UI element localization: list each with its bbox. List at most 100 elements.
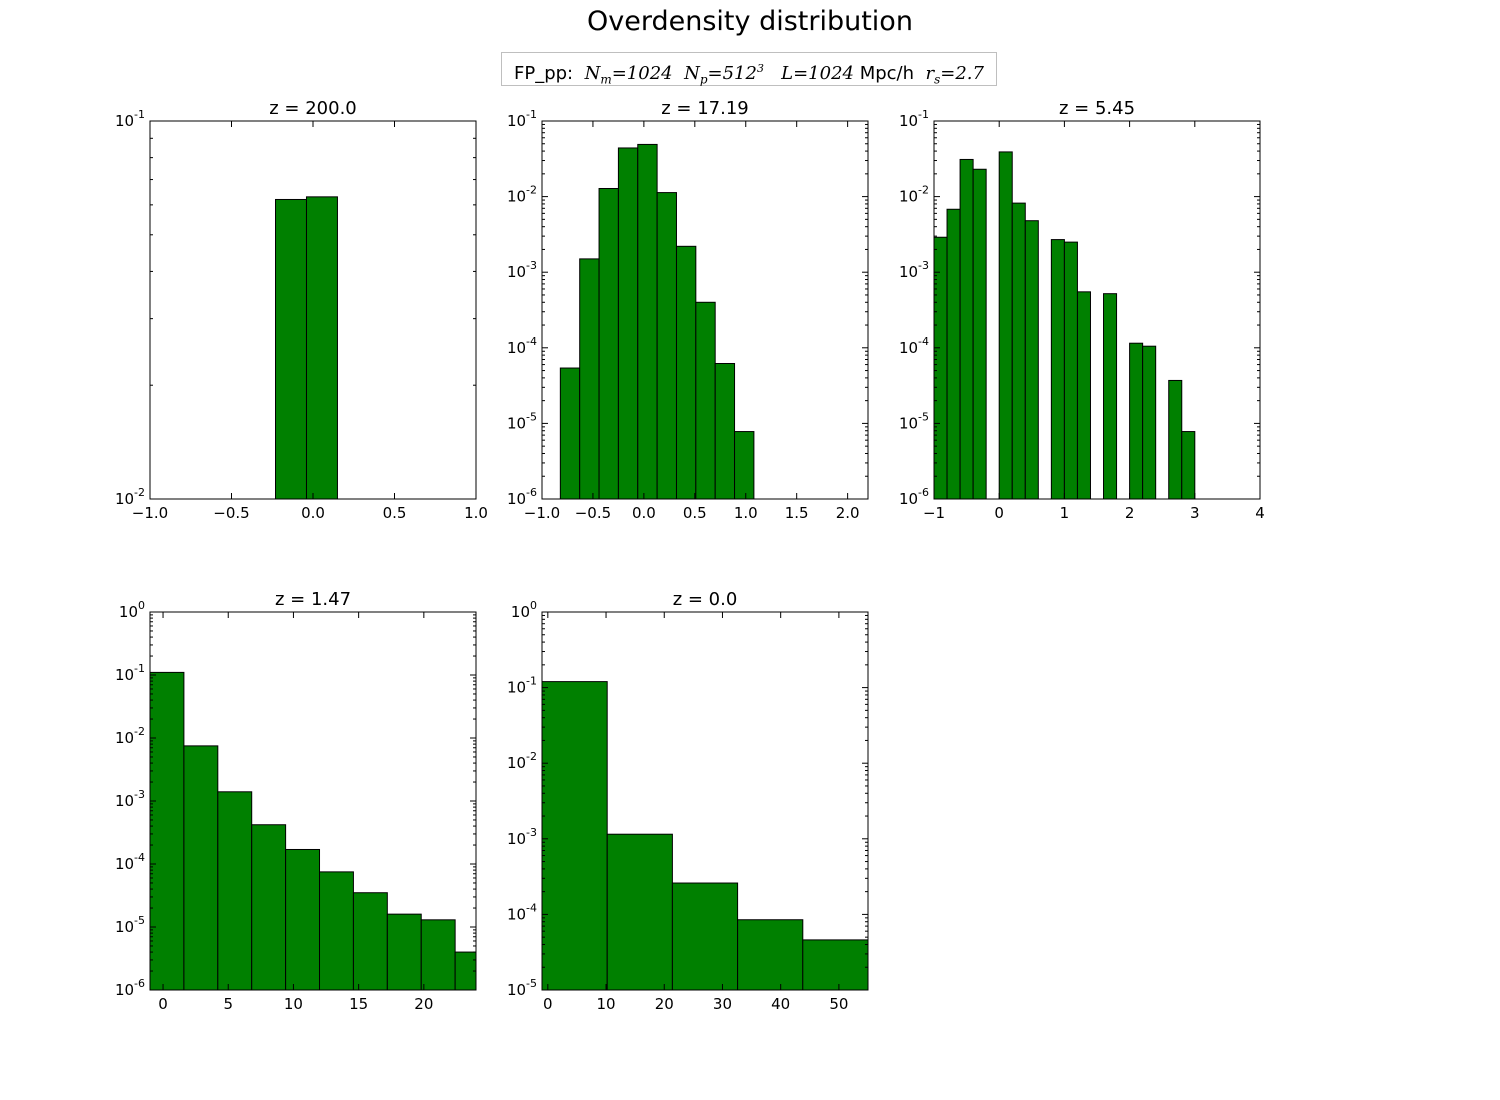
x-tick-label: −1.0 [132,504,168,522]
y-tick-label: 10-5 [507,410,537,432]
histogram-bar [285,848,321,990]
histogram-bar [217,791,253,990]
y-tick-base: 10 [899,188,918,206]
y-tick-label: 100 [119,599,145,621]
x-tick-label: 0.5 [383,504,407,522]
y-tick-base: 10 [115,792,134,810]
y-tick-label: 10-1 [899,108,929,130]
x-tick-label: 2.0 [836,504,860,522]
histogram-bar [737,919,804,990]
panel-title: z = 0.0 [673,589,738,610]
x-tick-label: 50 [829,995,848,1013]
y-tick-label: 10-5 [507,977,537,999]
y-tick-label: 10-5 [899,410,929,432]
y-tick-base: 10 [115,490,134,508]
y-tick-exponent: -4 [134,851,145,864]
y-tick-label: 10-2 [115,486,145,508]
y-tick-base: 10 [507,112,526,130]
x-tick-label: 0 [543,995,553,1013]
histogram-bar [183,745,219,990]
figure-title: Overdensity distribution [587,6,913,37]
y-tick-label: 10-1 [507,108,537,130]
y-tick-base: 10 [115,112,134,130]
histogram-bar [319,871,354,990]
y-tick-label: 10-2 [115,725,145,747]
x-tick-label: 20 [414,995,433,1013]
y-tick-exponent: -2 [526,184,537,197]
histogram-bar [598,187,619,499]
y-tick-base: 10 [507,414,526,432]
histogram-bar [617,147,639,499]
y-tick-base: 10 [899,263,918,281]
x-tick-label: −0.5 [213,504,249,522]
panel-title: z = 1.47 [275,589,351,610]
nm-subscript: m [600,72,612,87]
x-tick-label: 10 [284,995,303,1013]
y-tick-base: 10 [507,830,526,848]
histogram-bar [946,208,961,499]
x-tick-label: 0.0 [301,504,325,522]
y-tick-label: 10-2 [899,184,929,206]
y-tick-base: 10 [899,414,918,432]
legend-prefix: FP_pp: [514,63,574,84]
nm-symbol: N [584,63,601,84]
panel-title: z = 17.19 [661,98,749,119]
y-tick-exponent: -3 [918,259,929,272]
histogram-bar [606,833,673,990]
l-unit: Mpc/h [859,63,915,84]
x-tick-label: 0.0 [632,504,656,522]
x-tick-label: 0.5 [683,504,707,522]
y-tick-exponent: -2 [918,184,929,197]
y-tick-label: 10-6 [899,486,929,508]
y-tick-exponent: -2 [526,750,537,763]
x-tick-label: 20 [655,995,674,1013]
histogram-bar [714,362,736,499]
bars-group [559,143,755,499]
y-tick-label: 10-4 [507,335,537,357]
y-tick-exponent: 0 [138,599,145,612]
y-tick-exponent: -3 [526,259,537,272]
bars-group [275,196,338,499]
y-tick-exponent: -5 [134,914,145,927]
x-tick-label: 15 [349,995,368,1013]
axes-frame [541,611,869,991]
x-tick-label: 0 [158,995,168,1013]
y-tick-exponent: -1 [526,108,537,121]
histogram-bar [998,151,1013,499]
x-tick-label: 1 [1060,504,1070,522]
axes-frame [541,120,869,500]
y-tick-base: 10 [115,981,134,999]
histogram-bar [671,882,739,990]
x-tick-label: 5 [223,995,233,1013]
x-tick-label: 2 [1125,504,1135,522]
y-tick-exponent: 0 [530,599,537,612]
np-exponent: 3 [756,62,764,75]
rs-symbol: r [925,63,935,84]
histogram-bar [1011,202,1026,499]
histogram-panel-1: −1.0 −0.5 0.0 0.5 1.010-210-1 z = 200.0 [115,98,488,522]
histogram-bar [802,939,868,990]
histogram-bar [656,192,677,499]
x-tick-label: 3 [1190,504,1200,522]
histogram-bar [972,168,987,499]
histogram-bar [1063,241,1078,499]
y-tick-exponent: -5 [918,410,929,423]
y-tick-base: 10 [119,603,138,621]
y-tick-exponent: -5 [526,410,537,423]
histogram-bar [1050,239,1065,499]
histogram-bar [420,919,456,990]
x-tick-label: −1 [923,504,945,522]
x-tick-label: 0 [994,504,1004,522]
axes-frame [933,120,1261,500]
x-tick-label: −0.5 [575,504,611,522]
l-value: =1024 [793,63,854,84]
nm-value: =1024 [611,63,673,84]
histogram-bar [579,258,600,499]
histogram-bar [352,892,388,990]
y-tick-label: 10-4 [899,335,929,357]
y-tick-label: 10-3 [899,259,929,281]
y-tick-base: 10 [507,679,526,697]
histogram-bar [275,198,307,499]
y-tick-base: 10 [899,112,918,130]
histogram-bar [934,236,948,499]
